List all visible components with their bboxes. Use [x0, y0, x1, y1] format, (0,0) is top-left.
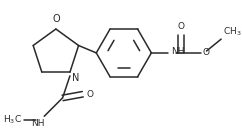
- Text: NH: NH: [171, 47, 184, 56]
- Text: O: O: [86, 90, 93, 99]
- Text: NH: NH: [31, 119, 44, 128]
- Text: H$_3$C: H$_3$C: [3, 114, 22, 126]
- Text: O: O: [177, 22, 184, 31]
- Text: O: O: [52, 14, 60, 24]
- Text: CH$_3$: CH$_3$: [223, 26, 242, 38]
- Text: N: N: [72, 73, 79, 83]
- Text: O: O: [203, 48, 210, 57]
